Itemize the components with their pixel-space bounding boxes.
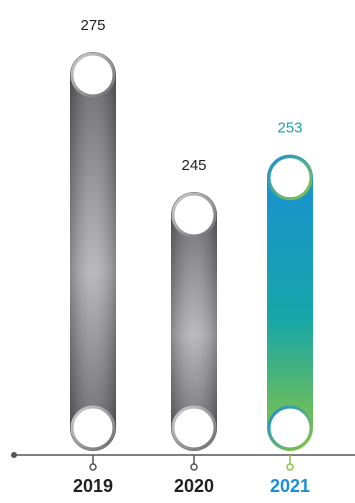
x-axis-start-dot: [11, 452, 17, 458]
bar-top-cap: [70, 52, 116, 98]
bar-top-cap: [171, 192, 217, 238]
bar-2019: [70, 52, 116, 451]
category-label-2019: 2019: [73, 476, 113, 496]
value-label-2019: 275: [80, 17, 105, 34]
bar-bottom-cap: [70, 405, 116, 451]
value-label-2021: 253: [277, 120, 302, 137]
bars-group: [70, 52, 313, 451]
bar-top-cap: [267, 155, 313, 201]
bar-shading: [70, 52, 116, 451]
x-axis: [11, 452, 355, 471]
x-axis-tick-marker: [286, 463, 294, 471]
value-label-2020: 245: [181, 157, 206, 174]
bar-body: [267, 154, 313, 451]
x-axis-tick-marker: [190, 463, 198, 471]
labels-group: 275 2019 245 2020 253 2021: [73, 17, 310, 496]
bar-2020: [171, 192, 217, 451]
x-axis-tick-marker: [89, 463, 97, 471]
bar-bottom-cap: [267, 405, 313, 451]
category-label-2021: 2021: [270, 476, 310, 496]
bar-2021: [267, 154, 313, 451]
bar-bottom-cap: [171, 405, 217, 451]
bar-shading: [171, 192, 217, 451]
category-label-2020: 2020: [174, 476, 214, 496]
